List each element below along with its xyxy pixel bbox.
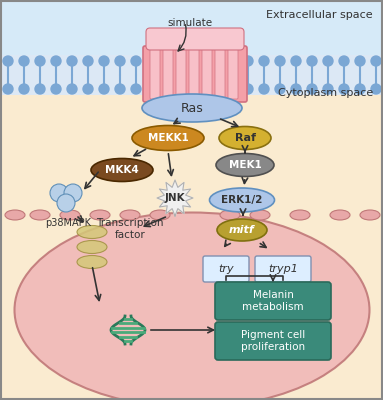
Ellipse shape	[91, 158, 153, 182]
Circle shape	[51, 84, 61, 94]
Circle shape	[291, 84, 301, 94]
Circle shape	[83, 84, 93, 94]
Circle shape	[243, 56, 253, 66]
Text: MEKK1: MEKK1	[147, 133, 188, 143]
Circle shape	[35, 56, 45, 66]
Text: MKK4: MKK4	[105, 165, 139, 175]
Ellipse shape	[90, 210, 110, 220]
Text: Extracellular space: Extracellular space	[266, 10, 373, 20]
Ellipse shape	[77, 240, 107, 254]
Ellipse shape	[330, 210, 350, 220]
Circle shape	[371, 56, 381, 66]
Text: simulate: simulate	[167, 18, 213, 28]
Circle shape	[115, 84, 125, 94]
Text: ERK1/2: ERK1/2	[221, 195, 263, 205]
Circle shape	[355, 84, 365, 94]
FancyBboxPatch shape	[0, 55, 383, 95]
Text: p38MAPK: p38MAPK	[45, 218, 91, 228]
Circle shape	[67, 56, 77, 66]
Circle shape	[131, 56, 141, 66]
Polygon shape	[157, 180, 193, 216]
Ellipse shape	[216, 154, 274, 176]
Circle shape	[291, 56, 301, 66]
FancyBboxPatch shape	[150, 49, 160, 99]
Text: Raf: Raf	[234, 133, 255, 143]
FancyBboxPatch shape	[146, 28, 244, 50]
Text: JNK: JNK	[165, 193, 185, 203]
Ellipse shape	[5, 210, 25, 220]
Circle shape	[99, 56, 109, 66]
Text: Melanin
metabolism: Melanin metabolism	[242, 290, 304, 312]
Circle shape	[131, 84, 141, 94]
Circle shape	[259, 84, 269, 94]
Ellipse shape	[219, 126, 271, 150]
Circle shape	[83, 56, 93, 66]
FancyBboxPatch shape	[0, 0, 383, 80]
Circle shape	[35, 84, 45, 94]
Ellipse shape	[77, 256, 107, 268]
FancyBboxPatch shape	[202, 49, 212, 99]
Circle shape	[3, 56, 13, 66]
Circle shape	[115, 56, 125, 66]
FancyBboxPatch shape	[163, 49, 173, 99]
Text: MEK1: MEK1	[229, 160, 261, 170]
Circle shape	[275, 84, 285, 94]
FancyBboxPatch shape	[176, 49, 186, 99]
Circle shape	[339, 84, 349, 94]
Ellipse shape	[150, 210, 170, 220]
Circle shape	[243, 84, 253, 94]
Ellipse shape	[15, 212, 370, 400]
Ellipse shape	[250, 210, 270, 220]
Circle shape	[67, 84, 77, 94]
Ellipse shape	[290, 210, 310, 220]
Ellipse shape	[77, 226, 107, 238]
Ellipse shape	[30, 210, 50, 220]
Circle shape	[307, 84, 317, 94]
Circle shape	[19, 84, 29, 94]
FancyBboxPatch shape	[215, 282, 331, 320]
Ellipse shape	[132, 126, 204, 150]
Text: mitf: mitf	[229, 225, 255, 235]
Circle shape	[323, 84, 333, 94]
FancyBboxPatch shape	[203, 256, 249, 282]
FancyBboxPatch shape	[189, 49, 199, 99]
Circle shape	[355, 56, 365, 66]
Circle shape	[275, 56, 285, 66]
FancyBboxPatch shape	[215, 322, 331, 360]
Ellipse shape	[220, 210, 240, 220]
Ellipse shape	[120, 210, 140, 220]
FancyBboxPatch shape	[228, 49, 238, 99]
Text: Pigment cell
proliferation: Pigment cell proliferation	[241, 330, 305, 352]
Circle shape	[51, 56, 61, 66]
FancyBboxPatch shape	[255, 256, 311, 282]
Ellipse shape	[210, 188, 275, 212]
Circle shape	[371, 84, 381, 94]
FancyBboxPatch shape	[215, 49, 225, 99]
Ellipse shape	[60, 210, 80, 220]
FancyBboxPatch shape	[143, 46, 247, 102]
Circle shape	[50, 184, 68, 202]
Circle shape	[3, 84, 13, 94]
Ellipse shape	[360, 210, 380, 220]
Text: try: try	[218, 264, 234, 274]
Text: tryp1: tryp1	[268, 264, 298, 274]
Circle shape	[339, 56, 349, 66]
Text: Ras: Ras	[181, 102, 203, 114]
Text: Transcription
factor: Transcription factor	[96, 218, 164, 240]
Circle shape	[57, 194, 75, 212]
Circle shape	[99, 84, 109, 94]
Circle shape	[19, 56, 29, 66]
FancyBboxPatch shape	[0, 80, 383, 400]
Ellipse shape	[217, 219, 267, 241]
Circle shape	[259, 56, 269, 66]
Ellipse shape	[142, 94, 242, 122]
Circle shape	[307, 56, 317, 66]
Circle shape	[64, 184, 82, 202]
Text: Cytoplasm space: Cytoplasm space	[278, 88, 373, 98]
Circle shape	[323, 56, 333, 66]
